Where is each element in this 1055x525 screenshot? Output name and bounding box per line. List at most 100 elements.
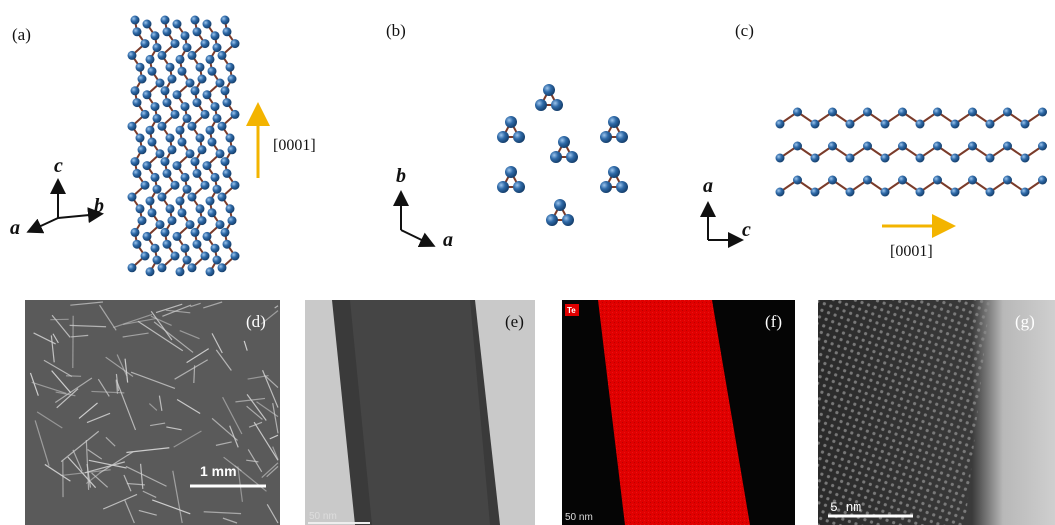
atom: [198, 216, 207, 225]
atom: [221, 157, 230, 166]
atom: [1038, 142, 1047, 151]
atom: [151, 244, 160, 253]
atom: [161, 16, 170, 25]
atom: [186, 149, 195, 158]
atom: [213, 114, 222, 123]
atom: [193, 27, 202, 36]
atom: [183, 256, 192, 265]
atom: [188, 122, 197, 131]
atom: [178, 208, 187, 217]
atom: [196, 63, 205, 72]
atom: [828, 142, 837, 151]
axis-label: a: [703, 175, 713, 197]
lattice-fringes: [818, 300, 990, 525]
atom: [863, 108, 872, 117]
atom: [133, 169, 142, 178]
scale-bar-label: 50 nm: [565, 512, 593, 523]
needle: [66, 376, 81, 377]
panel-label: (c): [735, 21, 754, 40]
atom: [166, 134, 175, 143]
atom: [173, 161, 182, 170]
atom: [231, 252, 240, 261]
atom: [211, 31, 220, 40]
atom: [131, 16, 140, 25]
atom: [141, 181, 150, 190]
atom: [216, 220, 225, 229]
atom: [550, 151, 562, 163]
atom: [156, 79, 165, 88]
atom: [951, 154, 960, 163]
atom: [128, 51, 137, 60]
atom: [146, 126, 155, 135]
atom: [171, 110, 180, 119]
atom: [203, 20, 212, 29]
atom: [1003, 142, 1012, 151]
atom: [131, 228, 140, 237]
atom: [191, 157, 200, 166]
atom: [543, 84, 555, 96]
atom: [163, 169, 172, 178]
atom: [231, 39, 240, 48]
atom: [898, 142, 907, 151]
atom: [968, 108, 977, 117]
atom: [138, 216, 147, 225]
panel-label: (b): [386, 21, 406, 40]
atom: [213, 43, 222, 52]
atom: [153, 114, 162, 123]
atom: [158, 263, 167, 272]
atom: [128, 122, 137, 131]
atom: [916, 120, 925, 129]
atom: [136, 63, 145, 72]
atom: [505, 116, 517, 128]
atom: [188, 263, 197, 272]
atom: [228, 216, 237, 225]
atom: [191, 86, 200, 95]
atom: [208, 67, 217, 76]
atom: [133, 240, 142, 249]
atom: [173, 20, 182, 29]
atom: [151, 102, 160, 111]
atom: [986, 120, 995, 129]
atom: [143, 161, 152, 170]
atom: [916, 188, 925, 197]
atom: [153, 43, 162, 52]
atom: [131, 157, 140, 166]
atom: [128, 263, 137, 272]
atom: [146, 55, 155, 64]
atom: [951, 120, 960, 129]
panel-label: (e): [505, 312, 524, 331]
atom: [156, 149, 165, 158]
atom: [158, 51, 167, 60]
atom: [176, 267, 185, 276]
atom: [141, 110, 150, 119]
atom: [846, 120, 855, 129]
atom: [173, 90, 182, 99]
atom: [168, 75, 177, 84]
atom: [183, 114, 192, 123]
atom: [203, 161, 212, 170]
atom: [206, 267, 215, 276]
atom: [161, 157, 170, 166]
atom: [558, 136, 570, 148]
atom: [231, 181, 240, 190]
atom: [1038, 108, 1047, 117]
atom: [141, 39, 150, 48]
atom: [161, 228, 170, 237]
atom: [1003, 108, 1012, 117]
atom: [218, 193, 227, 202]
atom: [863, 176, 872, 185]
atom: [143, 232, 152, 241]
atom: [211, 173, 220, 182]
atom: [616, 181, 628, 193]
atom: [223, 98, 232, 107]
atom: [881, 120, 890, 129]
atom: [811, 154, 820, 163]
atom: [828, 176, 837, 185]
atom: [231, 110, 240, 119]
atom: [828, 108, 837, 117]
atom: [181, 173, 190, 182]
atom: [226, 63, 235, 72]
atom: [201, 110, 210, 119]
atom: [221, 228, 230, 237]
axes-a: [30, 182, 100, 231]
